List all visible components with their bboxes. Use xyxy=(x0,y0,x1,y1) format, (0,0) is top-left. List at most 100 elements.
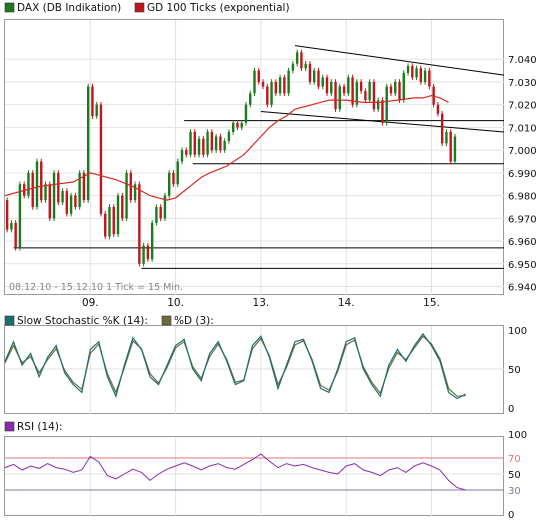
candle-body xyxy=(406,66,410,73)
candle-body xyxy=(257,70,260,82)
candle-body xyxy=(240,122,243,128)
price-y-tick: 7.040 xyxy=(508,55,537,66)
candle-body xyxy=(104,213,107,237)
candle-body xyxy=(112,206,115,235)
candle-body xyxy=(14,222,17,248)
candle-body xyxy=(86,86,90,201)
candle-body xyxy=(381,100,384,123)
candle-body xyxy=(219,136,222,151)
price-y-tick: 7.010 xyxy=(508,123,537,134)
candle-body xyxy=(10,222,13,230)
candle-body xyxy=(74,195,77,207)
candle-body xyxy=(108,206,111,237)
stochastic-lines xyxy=(4,332,466,400)
candle-body xyxy=(227,131,231,142)
candle-body xyxy=(180,150,184,162)
candle-body xyxy=(78,172,81,207)
candle-body xyxy=(270,81,273,105)
candle-body xyxy=(419,68,423,82)
x-tick-label: 13. xyxy=(253,297,270,309)
candle-body xyxy=(231,122,235,132)
stoch-y-tick: 50 xyxy=(508,365,521,376)
candle-body xyxy=(65,191,69,214)
price-y-tick: 7.020 xyxy=(508,101,537,112)
x-tick-label: 10. xyxy=(167,297,184,309)
price-y-tick: 6.990 xyxy=(508,169,537,180)
candle-body xyxy=(125,172,128,219)
candle-body xyxy=(440,113,444,144)
price-y-tick: 6.950 xyxy=(508,260,537,271)
candle-body xyxy=(99,104,103,214)
candle-body xyxy=(133,184,137,201)
rsi-y-tick: 100 xyxy=(508,430,527,441)
candle-body xyxy=(394,81,397,94)
stoch-k-line xyxy=(4,332,466,400)
candle-body xyxy=(436,104,440,114)
candle-body xyxy=(214,136,218,151)
candle-body xyxy=(313,70,316,82)
legend-swatch-stoch-k xyxy=(4,315,15,326)
candle-body xyxy=(325,77,329,94)
trend-line xyxy=(294,45,505,76)
candle-body xyxy=(146,245,150,260)
legend-stoch-k-label: Slow Stochastic %K (14): xyxy=(17,315,148,327)
candle-body xyxy=(359,81,363,92)
candle-body xyxy=(95,104,98,117)
candle-body xyxy=(398,81,401,101)
price-y-tick: 6.970 xyxy=(508,214,537,225)
stoch-y-tick: 0 xyxy=(508,404,514,415)
candle-body xyxy=(223,141,226,151)
candle-body xyxy=(206,131,209,155)
candle-body xyxy=(155,206,158,223)
grid-lines xyxy=(5,20,504,516)
candle-body xyxy=(35,161,39,207)
stoch-y-tick: 100 xyxy=(508,326,527,337)
candle-body xyxy=(330,81,333,94)
candle-body xyxy=(202,138,205,155)
candle-body xyxy=(40,161,43,201)
x-tick-label: 09. xyxy=(82,297,99,309)
period-label: 08.12.10 - 15.12.10 1 Tick = 15 Min. xyxy=(9,282,183,293)
candle-body xyxy=(244,104,248,123)
candle-body xyxy=(197,138,201,155)
candle-body xyxy=(176,161,179,185)
candle-body xyxy=(423,70,427,82)
legend-swatch-stoch-d xyxy=(161,315,172,326)
rsi-lines xyxy=(4,453,504,491)
ma-line xyxy=(4,94,449,201)
candle-body xyxy=(445,131,448,144)
rsi-line xyxy=(4,453,466,491)
candle-body xyxy=(121,195,124,219)
candle-body xyxy=(389,86,393,94)
candle-body xyxy=(52,172,56,219)
candle-body xyxy=(415,68,418,78)
candle-body xyxy=(163,195,167,219)
candle-body xyxy=(274,81,278,94)
price-y-tick: 7.030 xyxy=(508,78,537,89)
candle-body xyxy=(385,86,388,123)
rsi-y-tick: 70 xyxy=(508,454,521,465)
candle-body xyxy=(116,195,120,235)
candle-body xyxy=(189,131,192,155)
candle-body xyxy=(321,77,324,87)
candle-body xyxy=(48,184,51,219)
candle-body xyxy=(283,77,286,94)
candle-body xyxy=(338,86,341,110)
candle-body xyxy=(291,63,295,71)
moving-average xyxy=(4,94,449,201)
price-y-tick: 6.980 xyxy=(508,192,537,203)
legend-rsi-label: RSI (14): xyxy=(17,421,63,433)
candle-body xyxy=(453,136,457,162)
legend-stoch-d-label: %D (3): xyxy=(174,315,214,327)
candle-body xyxy=(376,100,380,110)
candle-body xyxy=(210,131,214,151)
rsi-y-tick: 30 xyxy=(508,486,521,497)
price-y-tick: 7.000 xyxy=(508,146,537,157)
candle-body xyxy=(355,81,359,105)
candle-body xyxy=(185,150,188,155)
legend-swatch-ma xyxy=(134,2,145,13)
candle-body xyxy=(308,63,312,82)
price-panel xyxy=(4,19,504,295)
candle-body xyxy=(449,131,452,162)
candle-body xyxy=(261,81,265,87)
